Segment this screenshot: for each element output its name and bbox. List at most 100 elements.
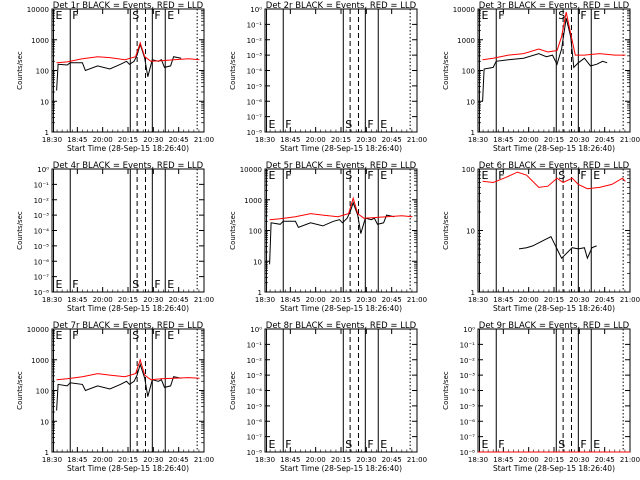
y-tick-label: 100 [36, 68, 49, 76]
time-marker-label: S [345, 438, 352, 451]
x-tick-label: 20:45 [382, 456, 402, 464]
x-tick-label: 20:30 [356, 296, 376, 304]
time-marker-label: F [580, 169, 586, 182]
panel-det-6: Det 6r BLACK = Events, RED = LLD 1 10 100 Co… [442, 161, 640, 313]
time-marker-label: S [558, 9, 565, 22]
x-tick-label: 18:30 [255, 296, 275, 304]
time-marker-label: E [56, 329, 63, 342]
panel-title: Det 4r BLACK = Events, RED = LLD [53, 161, 204, 171]
x-tick-label: 18:30 [42, 296, 62, 304]
y-tick-label: 10⁻⁴ [247, 388, 263, 396]
y-tick-label: 1 [45, 129, 49, 137]
x-tick-label: 20:00 [93, 296, 113, 304]
time-marker-label: F [580, 9, 586, 22]
time-marker-label: F [498, 9, 504, 22]
y-tick-label: 100 [249, 228, 262, 236]
x-tick-label: 18:45 [67, 456, 87, 464]
y-tick-label: 10⁻² [247, 37, 263, 45]
x-tick-label: 20:15 [331, 136, 351, 144]
x-tick-label: 18:45 [493, 296, 513, 304]
plot-frame [264, 8, 418, 133]
y-tick-label: 10 [466, 98, 475, 106]
time-marker-label: E [482, 169, 489, 182]
y-tick-label: 1 [471, 129, 475, 137]
x-tick-label: 18:30 [468, 296, 488, 304]
time-marker-label: F [154, 278, 160, 291]
series-lld [482, 11, 626, 61]
plot-frame [51, 8, 205, 133]
x-tick-label: 20:15 [331, 456, 351, 464]
x-tick-label: 21:00 [407, 136, 427, 144]
x-tick-label: 20:15 [118, 296, 138, 304]
x-tick-label: 18:30 [42, 456, 62, 464]
y-tick-label: 10⁻¹ [247, 341, 263, 349]
time-marker-label: F [580, 438, 586, 451]
time-marker-label: E [380, 169, 387, 182]
y-tick-label: 100 [36, 388, 49, 396]
time-marker-label: E [269, 169, 276, 182]
time-marker-label: E [167, 9, 174, 22]
panel-det-9: Det 9r BLACK = Events, RED = LLD 10⁻⁸ 10⁻⁷… [442, 321, 640, 473]
x-axis-label: Start Time (28-Sep-15 18:26:40) [280, 304, 402, 313]
x-tick-label: 18:45 [67, 296, 87, 304]
x-tick-label: 20:00 [519, 456, 539, 464]
y-axis-label: Counts/sec [16, 371, 24, 410]
x-tick-label: 21:00 [194, 136, 214, 144]
y-tick-label: 100 [462, 166, 475, 174]
panel-det-8: Det 8r BLACK = Events, RED = LLD 10⁻⁸ 10⁻⁷… [229, 321, 427, 473]
x-axis-label: Start Time (28-Sep-15 18:26:40) [493, 464, 615, 473]
plot-frame [477, 8, 631, 133]
y-axis-label: Counts/sec [229, 51, 237, 90]
y-tick-label: 10⁰ [250, 326, 262, 334]
x-tick-label: 21:00 [194, 456, 214, 464]
time-marker-label: E [269, 438, 276, 451]
time-marker-label: F [498, 438, 504, 451]
y-tick-label: 10⁻¹ [247, 21, 263, 29]
y-tick-label: 10⁻⁷ [34, 274, 50, 282]
x-tick-label: 20:45 [169, 456, 189, 464]
x-tick-label: 18:30 [255, 456, 275, 464]
time-marker-label: S [132, 9, 139, 22]
time-marker-label: F [285, 169, 291, 182]
x-tick-label: 20:15 [544, 296, 564, 304]
y-tick-label: 10⁻⁴ [34, 228, 50, 236]
x-tick-label: 20:45 [169, 296, 189, 304]
x-tick-label: 20:15 [544, 136, 564, 144]
x-tick-label: 18:30 [468, 136, 488, 144]
y-tick-label: 10⁻⁵ [247, 83, 263, 91]
x-tick-label: 20:30 [143, 296, 163, 304]
time-marker-label: S [345, 118, 352, 131]
y-tick-label: 1 [258, 289, 262, 297]
x-tick-label: 21:00 [620, 296, 640, 304]
plot-frame [264, 328, 418, 453]
y-tick-label: 1000 [457, 37, 475, 45]
x-tick-label: 20:30 [569, 456, 589, 464]
y-tick-label: 10⁻⁵ [460, 403, 476, 411]
x-axis-label: Start Time (28-Sep-15 18:26:40) [67, 464, 189, 473]
panel-title: Det 9r BLACK = Events, RED = LLD [479, 321, 630, 331]
panel-det-5: Det 5r BLACK = Events, RED = LLD 1 10 100 10… [229, 161, 427, 313]
x-tick-label: 18:30 [255, 136, 275, 144]
x-tick-label: 20:45 [595, 136, 615, 144]
x-tick-label: 21:00 [620, 456, 640, 464]
time-marker-label: E [167, 278, 174, 291]
x-tick-label: 20:30 [143, 456, 163, 464]
time-marker-label: E [269, 118, 276, 131]
time-marker-label: E [167, 329, 174, 342]
x-tick-label: 18:45 [280, 456, 300, 464]
time-marker-label: S [132, 278, 139, 291]
time-marker-label: S [132, 329, 139, 342]
time-marker-label: F [154, 329, 160, 342]
x-axis-label: Start Time (28-Sep-15 18:26:40) [493, 144, 615, 153]
y-tick-label: 10 [466, 228, 475, 236]
plot-frame [477, 328, 631, 453]
panel-det-2: Det 2r BLACK = Events, RED = LLD 10⁻⁸ 10⁻⁷… [229, 1, 427, 153]
panel-title: Det 6r BLACK = Events, RED = LLD [479, 161, 630, 171]
y-tick-label: 100 [462, 68, 475, 76]
y-tick-label: 10⁻⁷ [460, 434, 476, 442]
y-tick-label: 10⁻¹ [34, 181, 50, 189]
y-axis-label: Counts/sec [442, 371, 450, 410]
x-tick-label: 20:00 [519, 296, 539, 304]
series-lld [56, 358, 200, 381]
